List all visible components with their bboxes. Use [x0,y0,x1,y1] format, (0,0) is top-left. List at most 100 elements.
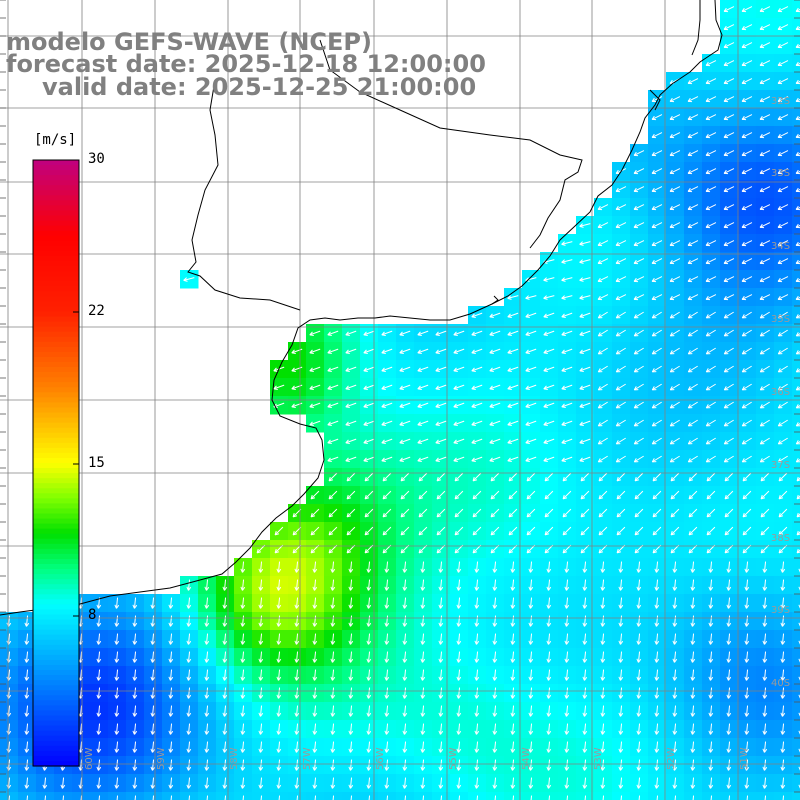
wind-arrow-shaft [583,579,587,591]
wind-arrow-shaft [615,222,627,228]
wind-arrow-head [690,712,693,717]
wind-arrow-head [435,424,440,426]
wind-arrow-shaft [525,456,537,462]
wind-arrow-head [291,349,295,354]
wind-arrow [510,615,516,627]
wind-arrow-head [453,424,458,426]
wind-arrow-shaft [439,705,443,717]
wind-arrow [688,526,698,536]
wind-arrow [705,258,717,265]
wind-arrow [471,312,483,318]
wind-arrow-head [669,332,673,337]
wind-arrow-head [453,352,458,354]
wind-arrow [651,186,663,193]
wind-arrow-head [494,658,498,663]
wind-arrow-shaft [346,490,356,500]
wind-arrow [669,329,680,337]
wind-arrow-head [476,658,480,663]
wind-arrow-shaft [187,615,191,627]
wind-arrow-head [616,548,619,554]
wind-arrow-head [760,530,763,536]
wind-arrow-head [435,460,440,462]
wind-arrow [454,508,464,518]
wind-arrow-head [746,568,750,573]
wind-arrow-head [489,457,493,462]
wind-arrow-shaft [349,633,353,645]
wind-arrow-shaft [471,384,483,390]
wind-arrow [292,544,302,554]
wind-arrow [456,687,462,699]
wind-arrow-shaft [457,597,461,609]
wind-arrow-head [454,497,460,500]
wind-arrow-head [710,622,714,627]
wind-arrow-head [472,476,475,482]
wind-arrow-shaft [187,597,191,609]
wind-arrow-head [602,586,606,591]
wind-arrow-shaft [669,276,681,282]
wind-arrow-shaft [475,669,479,681]
wind-arrow [309,348,321,354]
wind-arrow [759,186,771,193]
wind-arrow [742,490,752,500]
speed-cell [792,558,800,577]
wind-arrow-head [528,658,531,663]
wind-arrow-shaft [655,687,659,699]
wind-arrow-shaft [781,651,785,663]
wind-arrow-shaft [781,633,785,645]
wind-arrow-head [384,604,387,609]
wind-arrow [780,669,786,681]
wind-arrow-head [687,314,691,319]
wind-arrow [777,222,789,229]
wind-arrow-shaft [759,258,771,264]
wind-arrow-shaft [309,402,321,408]
wind-arrow-head [723,259,727,264]
wind-arrow-shaft [742,508,752,518]
wind-arrow-shaft [709,561,713,573]
wind-arrow [363,384,375,390]
wind-arrow-shaft [79,651,83,663]
wind-arrow-shaft [742,490,752,500]
wind-arrow-head [170,694,174,699]
wind-arrow-shaft [598,347,608,355]
wind-arrow-head [546,676,549,681]
wind-arrow-shaft [616,383,626,391]
wind-arrow [348,687,354,699]
wind-arrow [418,490,428,500]
wind-arrow [402,651,408,663]
wind-arrow-shaft [381,366,393,372]
wind-arrow-head [418,530,421,536]
wind-arrow-head [670,515,676,518]
wind-arrow-head [134,730,138,735]
speed-cell [792,774,800,793]
wind-arrow-head [634,548,637,554]
wind-arrow-shaft [25,669,29,681]
wind-arrow-head [724,515,730,518]
wind-arrow [474,651,480,663]
wind-arrow [402,615,408,627]
wind-arrow-head [543,352,548,354]
wind-arrow [294,633,300,645]
wind-arrow-head [490,515,496,518]
wind-arrow [256,544,266,554]
wind-arrow [777,419,788,427]
wind-arrow [528,579,534,591]
wind-arrow-head [741,259,745,264]
wind-arrow-head [620,568,624,573]
wind-arrow-shaft [705,168,717,174]
wind-arrow-head [96,712,99,717]
wind-arrow-shaft [670,437,680,445]
wind-arrow-head [114,604,117,609]
wind-arrow-head [471,334,476,336]
wind-arrow-head [692,622,696,627]
wind-arrow-shaft [508,490,518,500]
wind-arrow [615,294,627,301]
wind-arrow-head [618,586,621,591]
wind-arrow-head [652,530,655,536]
wind-arrow-head [368,568,372,573]
wind-arrow-head [598,479,604,482]
wind-arrow [132,597,138,609]
wind-arrow [708,561,714,573]
wind-arrow-head [224,640,228,645]
wind-arrow [438,669,444,681]
wind-arrow-shaft [742,526,752,536]
